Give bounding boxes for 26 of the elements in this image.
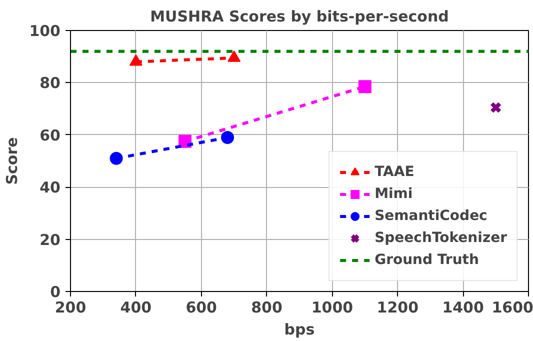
x-tick-label: 1200 — [376, 298, 419, 316]
y-tick-label: 40 — [40, 178, 60, 197]
x-tick-label: 1400 — [442, 298, 484, 316]
y-tick-label: 80 — [40, 74, 60, 92]
point — [221, 131, 234, 144]
x-axis-title: bps — [284, 320, 315, 338]
chart-title: MUSHRA Scores by bits-per-second — [150, 8, 449, 26]
point — [110, 152, 123, 165]
y-tick-label: 100 — [29, 22, 60, 40]
y-tick-label: 60 — [40, 126, 60, 144]
x-tick-label: 400 — [120, 298, 152, 316]
x-tick-label: 200 — [54, 298, 86, 316]
y-tick-label: 20 — [40, 230, 60, 249]
legend-label: SemantiCodec — [374, 208, 488, 224]
y-tick-label: 0 — [50, 283, 60, 301]
x-tick-label: 800 — [251, 298, 282, 316]
point — [490, 102, 502, 114]
y-axis-title: Score — [3, 137, 22, 185]
legend-label: SpeechTokenizer — [374, 230, 507, 246]
legend-label: TAAE — [374, 164, 414, 180]
legend-label: Mimi — [374, 186, 413, 202]
x-tick-label: 600 — [186, 298, 218, 316]
x-tick-label: 1600 — [492, 298, 533, 316]
point — [358, 80, 372, 94]
legend-label: Ground Truth — [374, 252, 479, 268]
x-tick-label: 1000 — [311, 298, 354, 316]
